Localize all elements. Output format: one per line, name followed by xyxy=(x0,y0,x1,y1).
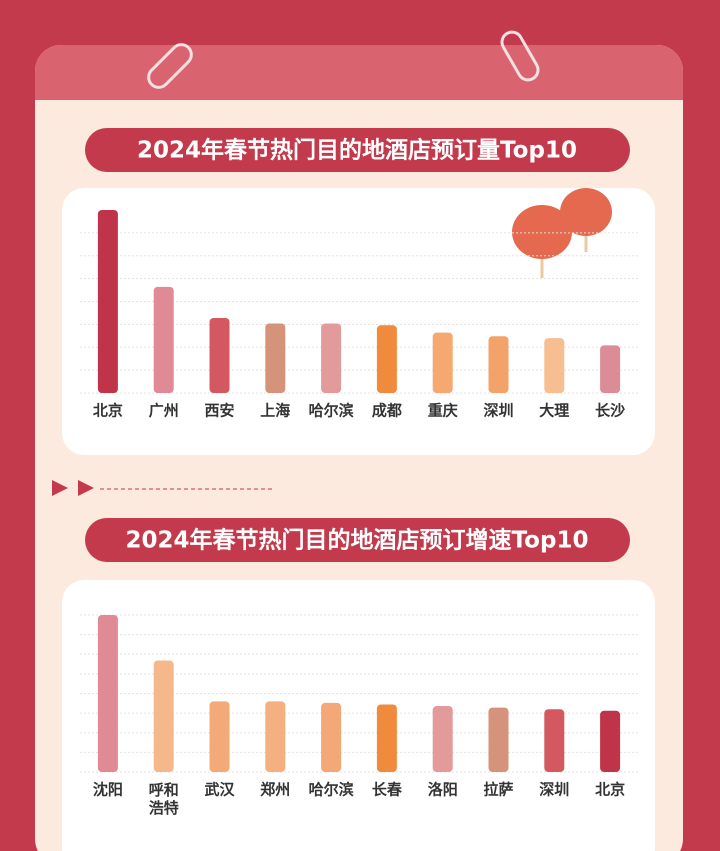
x-tick-label: 北京 xyxy=(93,402,123,420)
x-tick-label: 深圳 xyxy=(539,781,569,799)
x-tick-label: 广州 xyxy=(149,402,179,420)
x-tick-label: 上海 xyxy=(260,402,290,420)
x-tick-label: 北京 xyxy=(595,781,625,799)
x-tick-label: 武汉 xyxy=(204,781,235,799)
x-tick-label: 郑州 xyxy=(260,781,290,799)
bar xyxy=(153,286,174,393)
x-tick-label: 西安 xyxy=(204,402,234,420)
bar xyxy=(488,336,509,393)
x-tick-label: 长沙 xyxy=(595,402,625,420)
bar xyxy=(432,332,453,393)
bar xyxy=(376,704,397,772)
lanterns xyxy=(512,188,612,278)
arrows xyxy=(52,480,94,496)
bar xyxy=(488,707,509,772)
panel-header xyxy=(35,45,683,100)
x-tick-label: 洛阳 xyxy=(428,781,458,799)
x-tick-label: 拉萨 xyxy=(483,781,513,799)
x-tick-label: 大理 xyxy=(539,402,569,420)
bar xyxy=(600,710,621,772)
paperclips xyxy=(147,30,540,89)
bar xyxy=(209,317,230,393)
bar xyxy=(376,325,397,393)
bar xyxy=(97,615,118,772)
x-tick-label: 哈尔滨 xyxy=(309,402,354,420)
chart-title: 2024年春节热门目的地酒店预订量Top10 xyxy=(137,137,577,164)
title-pill xyxy=(85,128,630,172)
bar xyxy=(265,701,286,772)
bar xyxy=(97,210,118,393)
bar xyxy=(600,345,621,393)
bar xyxy=(544,709,565,772)
bar xyxy=(321,323,342,393)
bar xyxy=(544,338,565,393)
bar xyxy=(432,706,453,772)
chart-card xyxy=(62,580,655,851)
x-tick-label: 呼和浩特 xyxy=(149,781,179,817)
x-tick-label: 成都 xyxy=(372,402,402,420)
x-tick-label: 哈尔滨 xyxy=(309,781,354,799)
x-tick-label: 重庆 xyxy=(428,402,458,420)
x-tick-label: 沈阳 xyxy=(93,781,123,799)
title-pill xyxy=(85,518,630,562)
bar xyxy=(153,660,174,772)
x-tick-label: 长春 xyxy=(372,781,402,799)
bar xyxy=(265,323,286,393)
bar xyxy=(209,701,230,772)
chart-title: 2024年春节热门目的地酒店预订增速Top10 xyxy=(126,527,589,554)
x-tick-label: 深圳 xyxy=(483,402,513,420)
bar xyxy=(321,702,342,772)
